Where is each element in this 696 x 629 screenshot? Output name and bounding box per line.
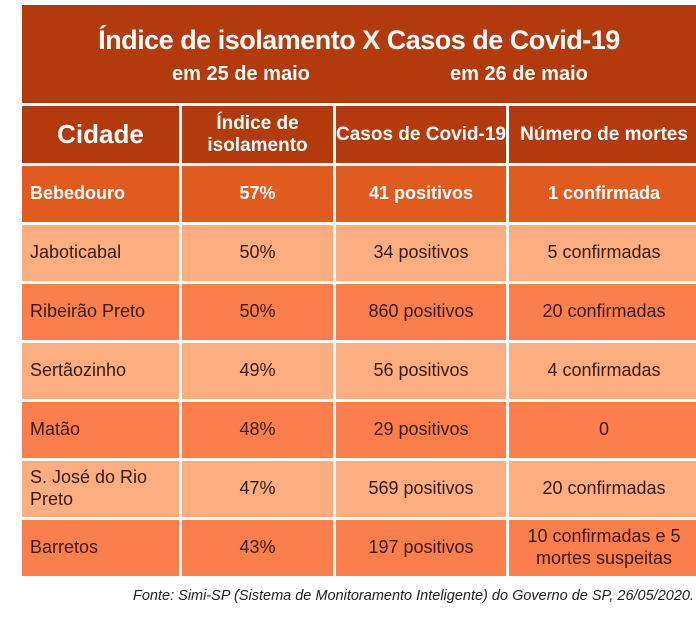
source-note: Fonte: Simi-SP (Sistema de Monitoramento… bbox=[133, 588, 694, 604]
header-city: Cidade bbox=[22, 106, 179, 163]
header-index: Índice de isolamento bbox=[182, 106, 333, 163]
cell-deaths: 5 confirmadas bbox=[509, 225, 696, 281]
cell-deaths: 20 confirmadas bbox=[509, 284, 696, 340]
cell-deaths: 10 confirmadas e 5 mortes suspeitas bbox=[509, 520, 696, 576]
cell-cases: 569 positivos bbox=[336, 461, 506, 517]
data-table: Cidade Índice de isolamento Casos de Covid… bbox=[22, 106, 696, 576]
cell-cases: 56 positivos bbox=[336, 343, 506, 399]
cell-index: 48% bbox=[182, 402, 333, 458]
header-deaths: Número de mortes bbox=[509, 106, 696, 163]
cell-cases: 29 positivos bbox=[336, 402, 506, 458]
cell-index: 49% bbox=[182, 343, 333, 399]
cell-city: S. José do Rio Preto bbox=[22, 461, 179, 517]
header-cases: Casos de Covid-19 bbox=[336, 106, 506, 163]
cell-city: Barretos bbox=[22, 520, 179, 576]
cell-cases: 860 positivos bbox=[336, 284, 506, 340]
cell-deaths: 0 bbox=[509, 402, 696, 458]
cell-cases: 34 positivos bbox=[336, 225, 506, 281]
cell-deaths: 1 confirmada bbox=[509, 166, 696, 222]
cell-index: 43% bbox=[182, 520, 333, 576]
cell-city: Ribeirão Preto bbox=[22, 284, 179, 340]
cell-cases: 197 positivos bbox=[336, 520, 506, 576]
cell-index: 47% bbox=[182, 461, 333, 517]
date-right: em 26 de maio bbox=[450, 63, 588, 85]
cell-deaths: 4 confirmadas bbox=[509, 343, 696, 399]
date-left: em 25 de maio bbox=[172, 63, 310, 85]
cell-cases: 41 positivos bbox=[336, 166, 506, 222]
cell-index: 50% bbox=[182, 225, 333, 281]
cell-index: 50% bbox=[182, 284, 333, 340]
table-title: Índice de isolamento X Casos de Covid-19… bbox=[22, 5, 696, 103]
title-text: Índice de isolamento X Casos de Covid-19 bbox=[98, 25, 620, 55]
cell-city: Jaboticabal bbox=[22, 225, 179, 281]
cell-index: 57% bbox=[182, 166, 333, 222]
cell-city: Matão bbox=[22, 402, 179, 458]
cell-deaths: 20 confirmadas bbox=[509, 461, 696, 517]
cell-city: Sertãozinho bbox=[22, 343, 179, 399]
cell-city: Bebedouro bbox=[22, 166, 179, 222]
